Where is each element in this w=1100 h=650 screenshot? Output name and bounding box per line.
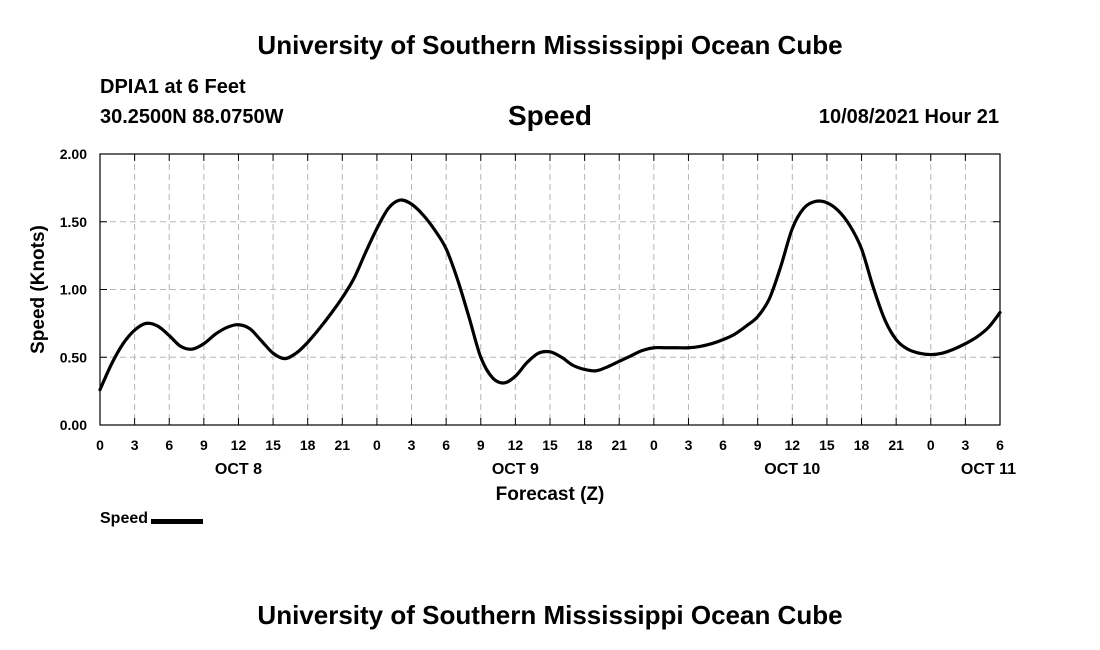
legend-swatch: [151, 518, 204, 524]
y-tick-label: 1.00: [60, 282, 87, 298]
station-coordinates: 30.2500N 88.0750W: [100, 106, 284, 128]
x-tick-label: 21: [335, 437, 351, 453]
footer-title: University of Southern Mississippi Ocean…: [257, 600, 843, 630]
y-axis-label: Speed (Knots): [28, 225, 49, 354]
x-tick-label: 9: [754, 437, 762, 453]
x-tick-label: 15: [542, 437, 558, 453]
y-tick-label: 1.50: [60, 214, 87, 230]
x-tick-label: 3: [408, 437, 416, 453]
x-tick-label: 0: [373, 437, 381, 453]
x-tick-label: 21: [611, 437, 627, 453]
page-title: University of Southern Mississippi Ocean…: [257, 30, 843, 60]
x-tick-label: 6: [996, 437, 1004, 453]
day-label: OCT 9: [492, 461, 539, 478]
x-tick-label: 3: [685, 437, 693, 453]
legend: Speed: [100, 510, 204, 528]
x-tick-label: 0: [96, 437, 104, 453]
x-tick-label: 9: [477, 437, 485, 453]
x-tick-label: 9: [200, 437, 208, 453]
x-tick-label: 3: [131, 437, 139, 453]
y-tick-label: 0.50: [60, 349, 87, 365]
x-axis-label: Forecast (Z): [496, 484, 605, 505]
x-tick-label: 3: [961, 437, 969, 453]
speed-series-line: [98, 198, 1002, 392]
station-label: DPIA1 at 6 Feet: [100, 76, 246, 98]
x-tick-label: 12: [231, 437, 247, 453]
y-tick-label: 0.00: [60, 417, 87, 433]
x-tick-label: 6: [719, 437, 727, 453]
forecast-datetime: 10/08/2021 Hour 21: [818, 106, 999, 128]
x-tick-label: 18: [577, 437, 593, 453]
day-label: OCT 11: [961, 461, 1016, 478]
day-label: OCT 10: [764, 461, 820, 478]
x-tick-label: 18: [854, 437, 870, 453]
x-tick-label: 15: [265, 437, 281, 453]
x-tick-label: 0: [650, 437, 658, 453]
legend-label: Speed: [100, 510, 149, 527]
y-tick-label: 2.00: [60, 146, 87, 162]
x-tick-label: 21: [888, 437, 904, 453]
x-tick-label: 6: [442, 437, 450, 453]
chart-title: Speed: [507, 100, 593, 131]
x-tick-label: 6: [165, 437, 173, 453]
x-tick-label: 12: [508, 437, 524, 453]
x-tick-label: 18: [300, 437, 316, 453]
x-tick-label: 12: [785, 437, 801, 453]
x-tick-label: 15: [819, 437, 835, 453]
day-label: OCT 8: [215, 461, 262, 478]
x-tick-label: 0: [927, 437, 935, 453]
